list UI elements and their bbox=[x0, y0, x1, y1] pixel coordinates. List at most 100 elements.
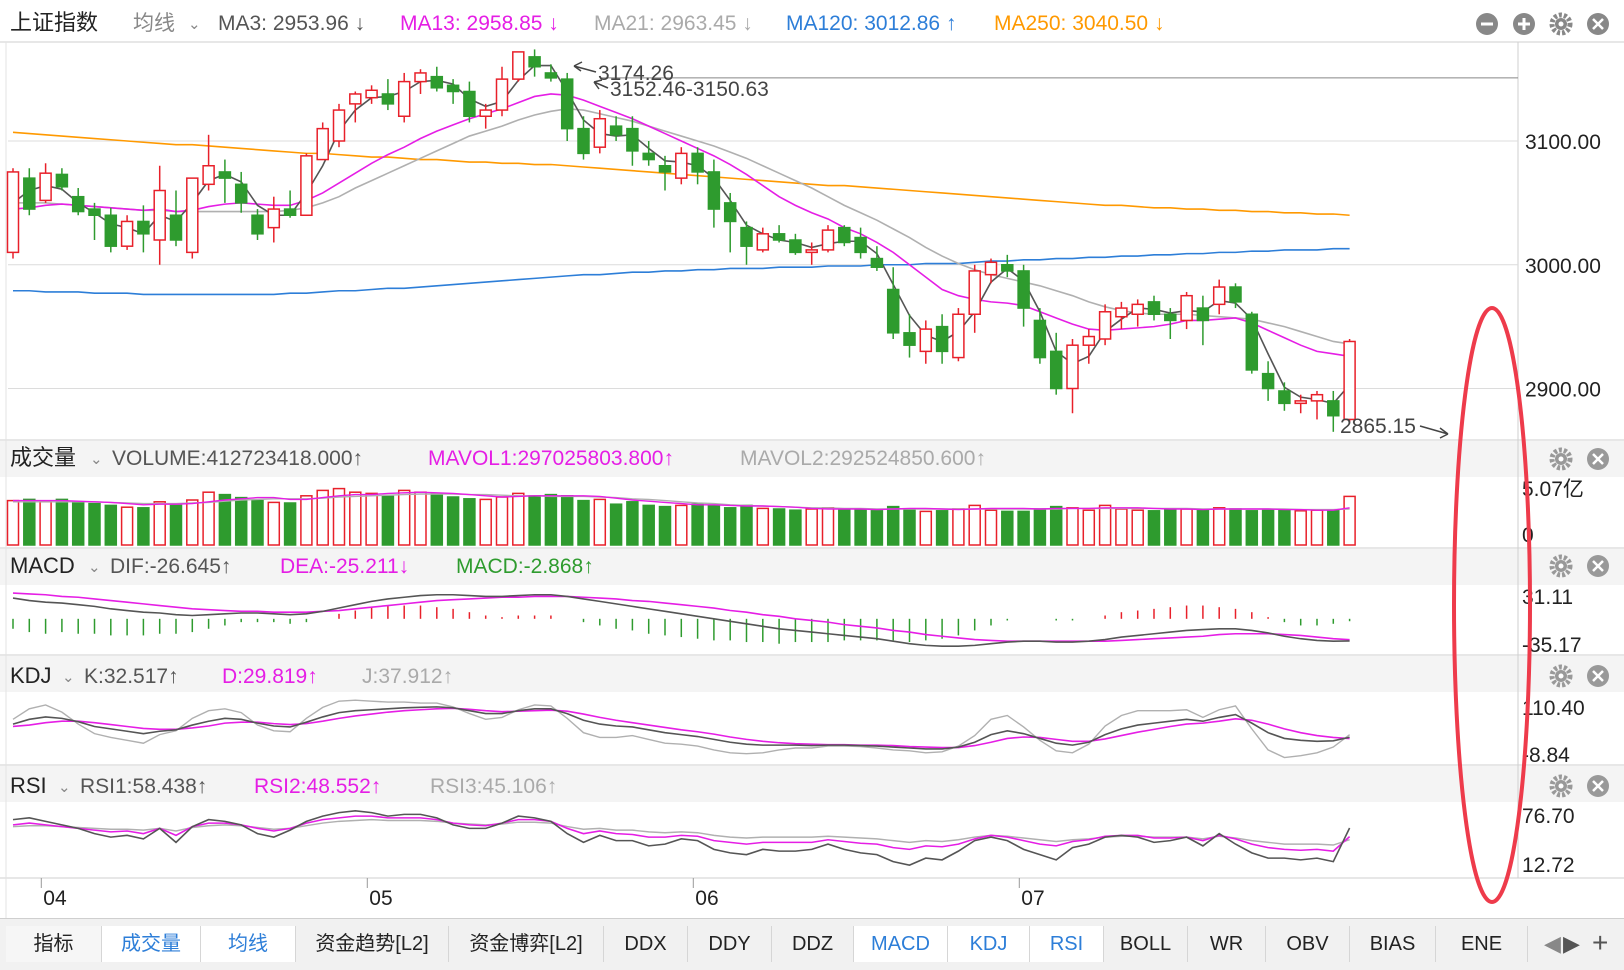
gear-icon-teeth bbox=[1549, 554, 1573, 578]
candle-body bbox=[1066, 344, 1079, 390]
low-annotation-arrow bbox=[1419, 425, 1449, 439]
ma-selector[interactable]: 均线 bbox=[133, 12, 175, 35]
candle-body bbox=[870, 257, 884, 268]
tab-wr[interactable]: WR bbox=[1188, 926, 1266, 962]
volume-bar bbox=[1049, 505, 1063, 546]
scroll-left-icon[interactable]: ◀ bbox=[1544, 931, 1561, 956]
candle-body bbox=[234, 183, 248, 204]
tab-均线[interactable]: 均线 bbox=[201, 926, 296, 962]
candle-body bbox=[1278, 390, 1291, 405]
gear-icon[interactable] bbox=[1549, 447, 1573, 471]
volume-bar bbox=[1001, 510, 1014, 546]
volume-bar bbox=[919, 510, 933, 546]
candle-body bbox=[267, 208, 281, 229]
volume-bar bbox=[365, 492, 378, 546]
close-icon[interactable] bbox=[1587, 665, 1609, 687]
candle-body bbox=[642, 152, 655, 161]
candle-body bbox=[1212, 286, 1226, 306]
kdj-title[interactable]: KDJ bbox=[10, 663, 52, 688]
gear-icon[interactable] bbox=[1549, 774, 1573, 798]
candle-body bbox=[544, 72, 558, 79]
tab-ddz[interactable]: DDZ bbox=[772, 926, 854, 962]
tab-指标[interactable]: 指标 bbox=[6, 926, 102, 962]
price-annotations: 3174.26 3152.46-3150.63 2865.15 bbox=[573, 61, 1449, 439]
volume-bar bbox=[658, 505, 672, 546]
macd-title[interactable]: MACD bbox=[10, 553, 75, 578]
rsi-chevron-icon[interactable]: ⌄ bbox=[58, 779, 71, 796]
d-line bbox=[12, 707, 1350, 749]
candle-body bbox=[1180, 294, 1193, 322]
volume-bar bbox=[1066, 507, 1079, 546]
candle-body bbox=[1131, 303, 1144, 316]
volume-tick-label: 5.07亿 bbox=[1522, 478, 1584, 501]
rsi-title[interactable]: RSI bbox=[10, 773, 47, 798]
close-icon[interactable] bbox=[1587, 555, 1609, 577]
candle-body bbox=[919, 328, 933, 353]
candle-body bbox=[218, 171, 232, 179]
candle-body bbox=[1229, 286, 1242, 303]
volume-bar bbox=[414, 491, 427, 546]
volume-bar bbox=[1147, 510, 1161, 546]
candle-body bbox=[577, 127, 590, 155]
tab-bias[interactable]: BIAS bbox=[1350, 926, 1436, 962]
volume-chevron-icon[interactable]: ⌄ bbox=[90, 451, 103, 468]
tab-ddy[interactable]: DDY bbox=[688, 926, 772, 962]
tab-资金博弈-l2-[interactable]: 资金博弈[L2] bbox=[449, 926, 604, 962]
gear-icon[interactable] bbox=[1549, 12, 1573, 36]
volume-bar bbox=[479, 498, 492, 546]
macd-chevron-icon[interactable]: ⌄ bbox=[88, 559, 101, 576]
close-icon[interactable] bbox=[1587, 448, 1609, 470]
close-icon[interactable] bbox=[1587, 13, 1609, 35]
candle-body bbox=[903, 332, 916, 346]
close-icon[interactable] bbox=[1587, 775, 1609, 797]
volume-ma-lines bbox=[13, 491, 1350, 511]
candle-body bbox=[675, 152, 688, 179]
candle-body bbox=[1261, 372, 1275, 390]
volume-title[interactable]: 成交量 bbox=[10, 445, 76, 470]
tab-rsi[interactable]: RSI bbox=[1030, 926, 1104, 962]
candle-body bbox=[935, 325, 949, 353]
kdj-chevron-icon[interactable]: ⌄ bbox=[62, 669, 75, 686]
add-indicator-icon[interactable]: + bbox=[1592, 927, 1609, 958]
panel-header-band bbox=[0, 766, 1624, 802]
gear-icon[interactable] bbox=[1549, 554, 1573, 578]
tab-ene[interactable]: ENE bbox=[1436, 926, 1528, 962]
tab-成交量[interactable]: 成交量 bbox=[102, 926, 201, 962]
ma-selector-chevron-icon[interactable]: ⌄ bbox=[188, 16, 201, 33]
range-annotation: 3152.46-3150.63 bbox=[610, 78, 769, 101]
dea-value: DEA:-25.211↓ bbox=[280, 555, 409, 578]
zoom-out-icon[interactable] bbox=[1476, 13, 1498, 35]
volume-bar bbox=[740, 504, 753, 546]
scroll-right-icon[interactable]: ▶ bbox=[1563, 931, 1580, 956]
tab-ddx[interactable]: DDX bbox=[604, 926, 688, 962]
volume-bar bbox=[1164, 508, 1177, 546]
candle-body bbox=[691, 152, 704, 173]
volume-bar bbox=[1131, 509, 1144, 546]
volume-bar bbox=[984, 509, 998, 546]
tab-boll[interactable]: BOLL bbox=[1104, 926, 1188, 962]
zoom-in-icon[interactable] bbox=[1513, 13, 1535, 35]
volume-bar bbox=[1212, 507, 1226, 546]
volume-bar bbox=[577, 499, 590, 546]
tab-kdj[interactable]: KDJ bbox=[948, 926, 1030, 962]
tab-macd[interactable]: MACD bbox=[854, 926, 948, 962]
volume-bar bbox=[886, 505, 900, 546]
volume-value: VOLUME:412723418.000↑ bbox=[112, 447, 363, 470]
price-header: 上证指数 均线 ⌄ MA3: 2953.96 ↓ MA13: 2958.85 ↓… bbox=[10, 10, 1609, 36]
volume-bar bbox=[120, 506, 134, 546]
volume-bar bbox=[805, 508, 818, 546]
candle-body bbox=[805, 249, 818, 254]
tab-obv[interactable]: OBV bbox=[1266, 926, 1350, 962]
gear-icon[interactable] bbox=[1549, 664, 1573, 688]
volume-bar bbox=[1180, 508, 1193, 546]
tab-资金趋势-l2-[interactable]: 资金趋势[L2] bbox=[296, 926, 449, 962]
volume-bar bbox=[691, 503, 704, 546]
candle-body bbox=[430, 75, 444, 89]
macd-axis: 31.11 -35.17 bbox=[1522, 586, 1582, 657]
panel-icons bbox=[1549, 447, 1609, 798]
candle-body bbox=[39, 172, 52, 202]
price-tick-label: 3000.00 bbox=[1525, 255, 1601, 278]
panel-frames bbox=[0, 41, 1624, 918]
volume-bar bbox=[838, 508, 851, 546]
